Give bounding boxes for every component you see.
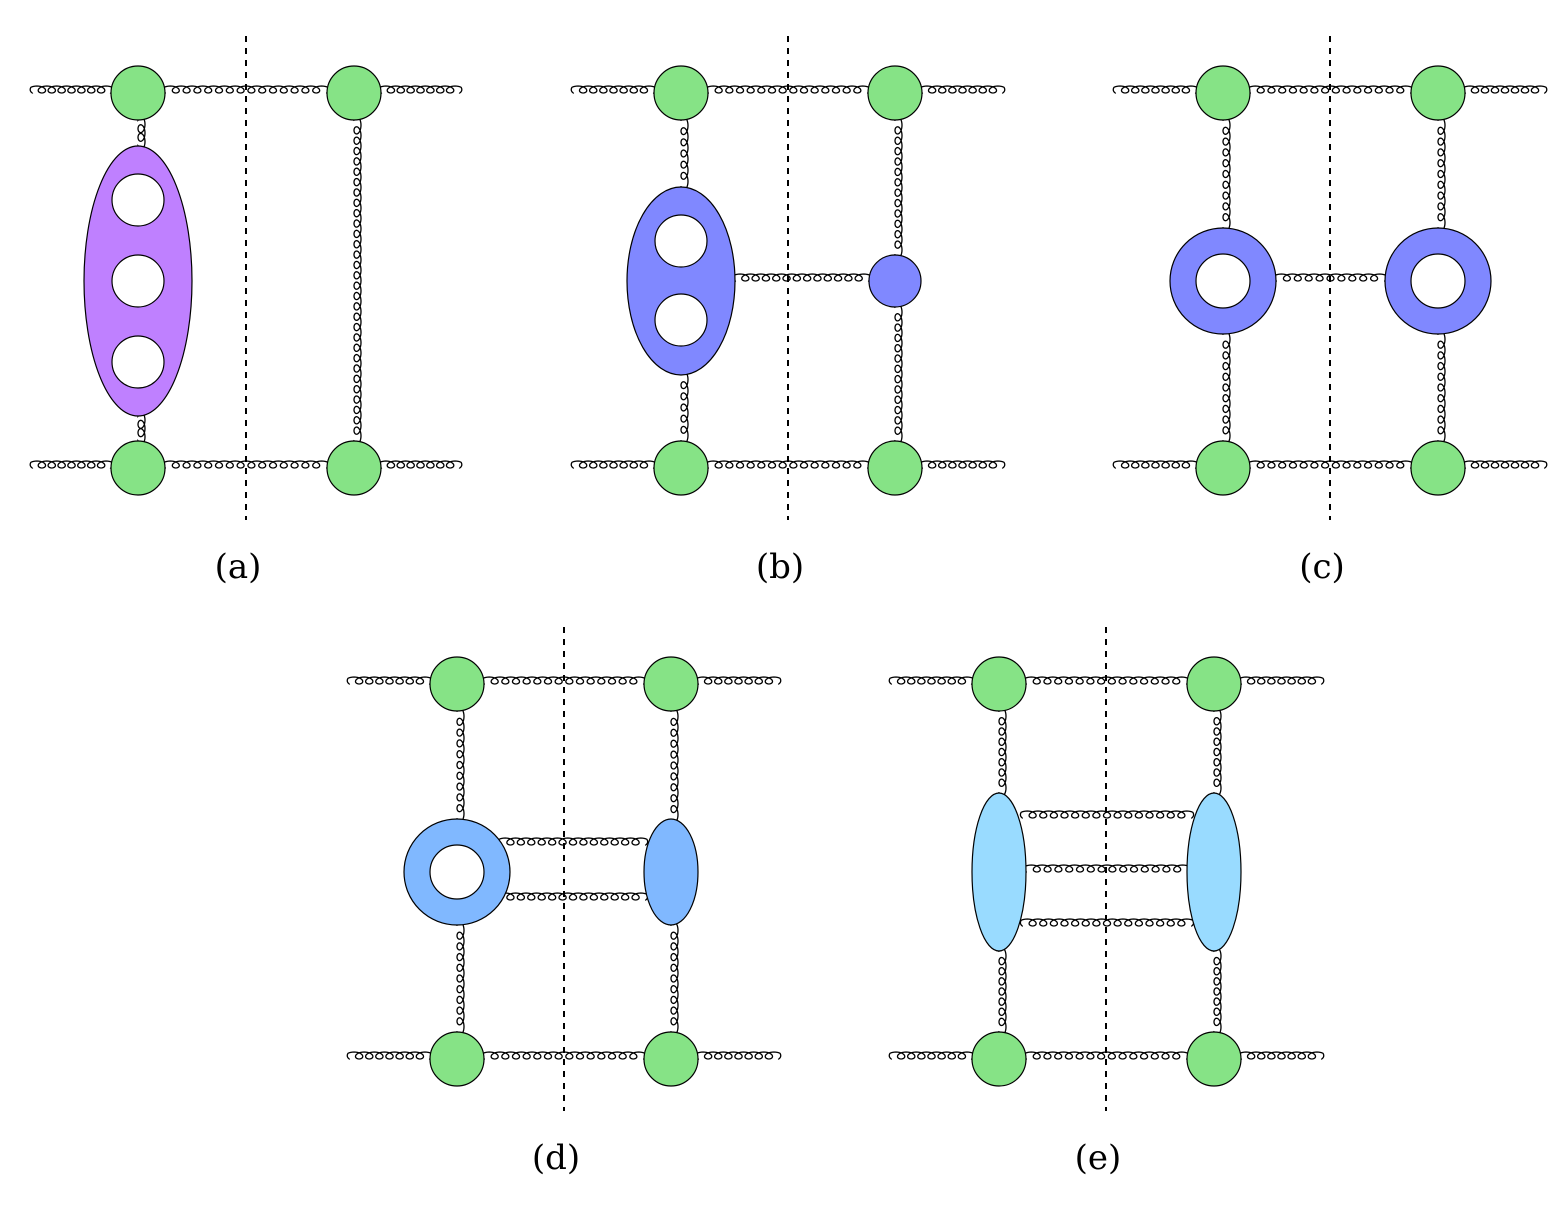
gluon-line	[1019, 918, 1195, 927]
gluon-line	[1213, 708, 1222, 796]
vertex-circle	[326, 65, 382, 121]
gluon-line	[695, 1051, 782, 1060]
gluon-line	[680, 371, 689, 444]
vertex-circle	[643, 656, 699, 712]
caption-a: (a)	[215, 547, 262, 587]
gluon-line	[1462, 85, 1548, 94]
vertex-circle	[971, 1031, 1027, 1087]
loop-hole	[111, 335, 165, 389]
loop-hole	[429, 844, 485, 900]
gluon-line	[998, 708, 1007, 796]
gluon-line	[695, 676, 782, 685]
loop-hole	[1195, 253, 1251, 309]
gluon-line	[497, 892, 649, 901]
caption-b: (b)	[756, 547, 804, 587]
vertex-circle	[867, 65, 923, 121]
gluon-line	[1213, 948, 1222, 1035]
caption-c: (c)	[1299, 547, 1345, 587]
panel-e	[888, 627, 1325, 1111]
blob-vertex	[868, 254, 922, 308]
panel-c	[1112, 36, 1548, 520]
gluon-line	[29, 460, 114, 469]
vertex-circle	[429, 1031, 485, 1087]
vertex-circle	[653, 65, 709, 121]
loop-hole	[111, 173, 165, 227]
gluon-line	[1023, 864, 1191, 873]
gluon-line	[570, 460, 657, 469]
loop-hole	[654, 293, 708, 347]
left-blob	[971, 792, 1027, 952]
gluon-line	[888, 676, 975, 685]
gluon-line	[1437, 331, 1446, 444]
gluon-line	[378, 85, 463, 94]
vertex-circle	[1410, 65, 1466, 121]
gluon-line	[137, 413, 146, 444]
caption-e: (e)	[1075, 1138, 1122, 1178]
blob	[643, 818, 699, 926]
gluon-line	[1462, 460, 1548, 469]
gluon-line	[456, 922, 465, 1035]
gluon-line	[894, 304, 903, 444]
vertex-circle	[1410, 440, 1466, 496]
vertex-circle	[867, 440, 923, 496]
gluon-line	[346, 676, 433, 685]
gluon-line	[919, 460, 1006, 469]
gluon-line	[1222, 117, 1231, 231]
gluon-line	[162, 460, 330, 469]
gluon-line	[705, 460, 871, 469]
panel-b	[570, 36, 1006, 520]
vertex-circle	[1195, 65, 1251, 121]
caption-d: (d)	[532, 1138, 580, 1178]
right-blob	[1186, 792, 1242, 952]
gluon-line	[346, 1051, 433, 1060]
panel-d	[346, 627, 782, 1111]
gluon-line	[1023, 1051, 1190, 1060]
loop-hole	[1410, 253, 1466, 309]
vertex-circle	[429, 656, 485, 712]
loop-hole	[654, 214, 708, 268]
gluon-line	[497, 837, 649, 846]
vertex-circle	[971, 656, 1027, 712]
vertex-circle	[110, 440, 166, 496]
gluon-line	[732, 273, 872, 282]
gluon-line	[1222, 331, 1231, 444]
gluon-line	[1112, 460, 1199, 469]
gluon-line	[1238, 1051, 1325, 1060]
gluon-line	[1437, 117, 1446, 231]
gluon-line	[894, 117, 903, 258]
gluon-line	[456, 708, 465, 822]
gluon-line	[919, 85, 1006, 94]
vertex-circle	[1186, 1031, 1242, 1087]
vertex-circle	[110, 65, 166, 121]
two-loop-blob	[626, 186, 736, 376]
gluon-line	[670, 922, 679, 1035]
gluon-line	[1112, 85, 1199, 94]
vertex-circle	[1186, 656, 1242, 712]
gluon-line	[1247, 460, 1414, 469]
gluon-line	[481, 1051, 647, 1060]
gluon-line	[29, 85, 114, 94]
vertex-circle	[653, 440, 709, 496]
gluon-line	[137, 117, 146, 149]
gluon-line	[570, 85, 657, 94]
gluon-line	[998, 948, 1007, 1035]
gluon-line	[888, 1051, 975, 1060]
gluon-line	[680, 117, 689, 190]
gluon-line	[378, 460, 463, 469]
panel-a	[29, 36, 463, 520]
vertex-circle	[643, 1031, 699, 1087]
gluon-line	[670, 708, 679, 823]
gluon-line	[353, 117, 362, 444]
gluon-line	[1019, 810, 1195, 819]
loop-hole	[111, 254, 165, 308]
gluon-line	[1238, 676, 1325, 685]
vertex-circle	[326, 440, 382, 496]
vertex-circle	[1195, 440, 1251, 496]
